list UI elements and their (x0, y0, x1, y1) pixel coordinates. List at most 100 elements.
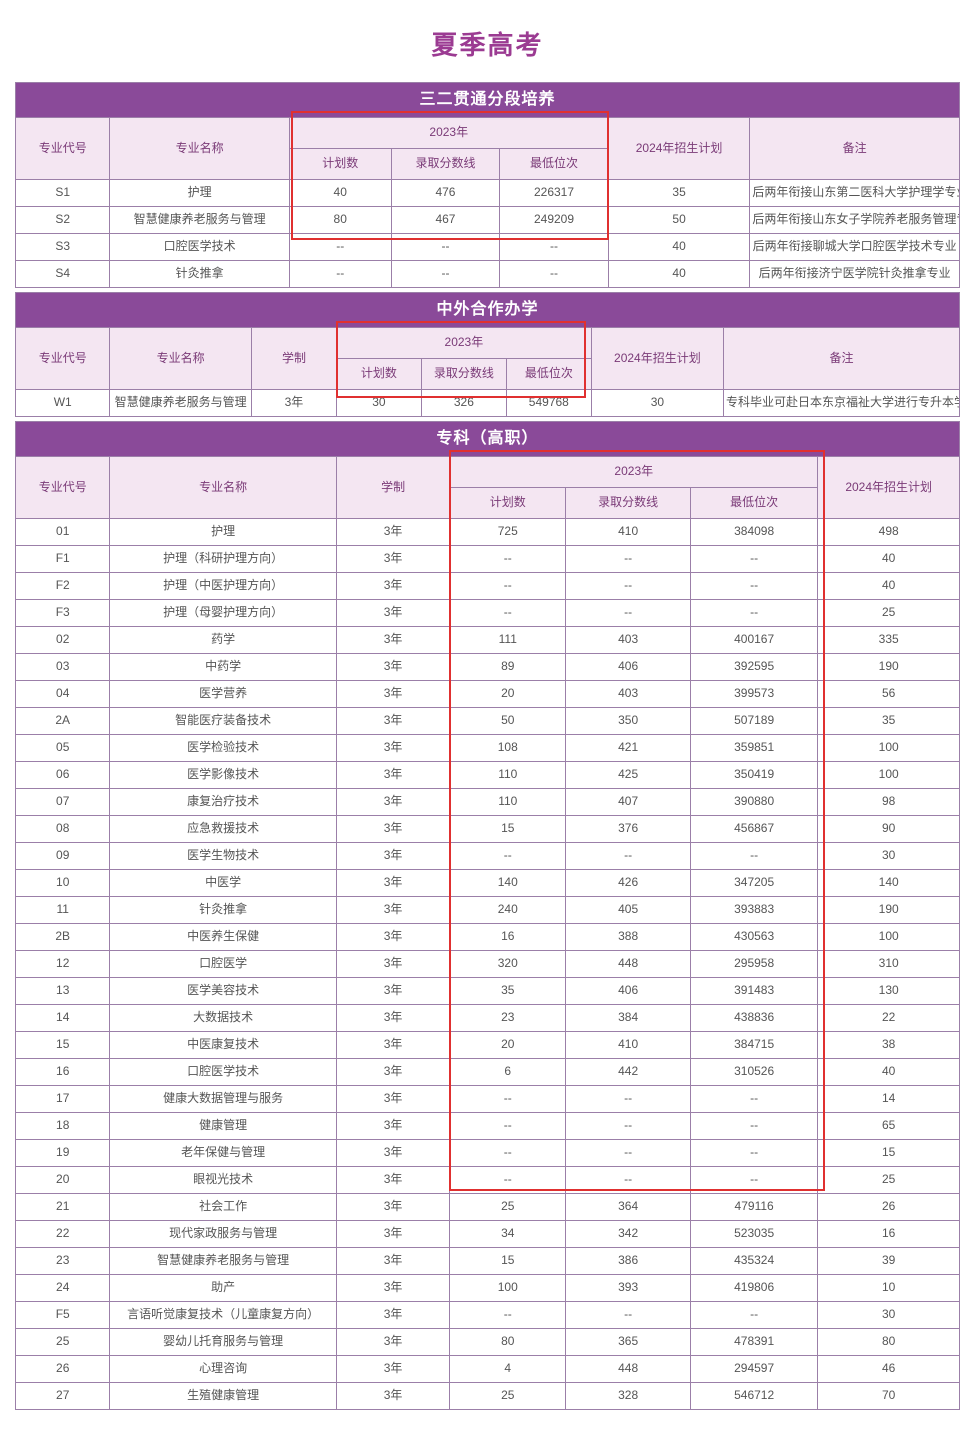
cell: 26 (818, 1194, 960, 1221)
cell: 110 (450, 762, 566, 789)
cell: 20 (450, 681, 566, 708)
cell: 10 (818, 1275, 960, 1302)
cell: 34 (450, 1221, 566, 1248)
cell: 3年 (336, 1167, 449, 1194)
cell: 388 (566, 924, 691, 951)
cell: 3年 (336, 1356, 449, 1383)
table-row: 23智慧健康养老服务与管理3年1538643532439 (16, 1248, 960, 1275)
header-row: 专业代号专业名称学制2023年2024年招生计划备注 (16, 328, 960, 359)
cell: 347205 (690, 870, 817, 897)
cell: 3年 (336, 1275, 449, 1302)
cell: 医学营养 (110, 681, 337, 708)
cell: 467 (391, 207, 500, 234)
cell: 65 (818, 1113, 960, 1140)
cell: -- (391, 261, 500, 288)
cell: 546712 (690, 1383, 817, 1410)
table-row: 19老年保健与管理3年------15 (16, 1140, 960, 1167)
cell: 25 (818, 1167, 960, 1194)
cell: 智慧健康养老服务与管理 (110, 207, 289, 234)
cell: 140 (450, 870, 566, 897)
column-header: 2024年招生计划 (818, 457, 960, 519)
cell: 23 (450, 1005, 566, 1032)
cell: -- (450, 573, 566, 600)
table-row: S1护理4047622631735后两年衔接山东第二医科大学护理学专业 (16, 180, 960, 207)
cell: 406 (566, 978, 691, 1005)
table-row: 22现代家政服务与管理3年3434252303516 (16, 1221, 960, 1248)
cell: 智能医疗装备技术 (110, 708, 337, 735)
cell: 3年 (336, 1302, 449, 1329)
cell: 3年 (336, 1194, 449, 1221)
cell: 130 (818, 978, 960, 1005)
table-row: 03中药学3年89406392595190 (16, 654, 960, 681)
cell: 26 (16, 1356, 110, 1383)
cell: 448 (566, 1356, 691, 1383)
cell: 25 (16, 1329, 110, 1356)
cell: 3年 (336, 762, 449, 789)
cell: 04 (16, 681, 110, 708)
cell: 419806 (690, 1275, 817, 1302)
cell: 498 (818, 519, 960, 546)
table-row: 27生殖健康管理3年2532854671270 (16, 1383, 960, 1410)
page-title: 夏季高考 (15, 25, 960, 62)
cell: 403 (566, 681, 691, 708)
cell: 140 (818, 870, 960, 897)
cell: -- (566, 1113, 691, 1140)
cell: F5 (16, 1302, 110, 1329)
cell: S4 (16, 261, 110, 288)
cell: 3年 (336, 1383, 449, 1410)
table-row: 07康复治疗技术3年11040739088098 (16, 789, 960, 816)
cell: 16 (450, 924, 566, 951)
cell: 2A (16, 708, 110, 735)
cell: 护理 (110, 519, 337, 546)
table-row: 21社会工作3年2536447911626 (16, 1194, 960, 1221)
cell: 25 (450, 1194, 566, 1221)
cell: 医学检验技术 (110, 735, 337, 762)
cell: 406 (566, 654, 691, 681)
table-row: 18健康管理3年------65 (16, 1113, 960, 1140)
cell: 110 (450, 789, 566, 816)
table-row: S4针灸推拿------40后两年衔接济宁医学院针灸推拿专业 (16, 261, 960, 288)
table-row: S3口腔医学技术------40后两年衔接聊城大学口腔医学技术专业 (16, 234, 960, 261)
cell: 22 (16, 1221, 110, 1248)
cell: -- (566, 843, 691, 870)
cell: -- (500, 234, 609, 261)
cell: 15 (818, 1140, 960, 1167)
data-table: 三二贯通分段培养专业代号专业名称2023年2024年招生计划备注计划数录取分数线… (15, 82, 960, 288)
header-row: 专业代号专业名称2023年2024年招生计划备注 (16, 118, 960, 149)
table-wrap: 专科（高职）专业代号专业名称学制2023年2024年招生计划计划数录取分数线最低… (15, 421, 960, 1410)
cell: 410 (566, 1032, 691, 1059)
cell: 3年 (336, 1086, 449, 1113)
column-header: 专业代号 (16, 328, 110, 390)
cell: 384715 (690, 1032, 817, 1059)
cell: -- (450, 1302, 566, 1329)
table-row: 02药学3年111403400167335 (16, 627, 960, 654)
cell: 3年 (336, 951, 449, 978)
cell: -- (566, 600, 691, 627)
cell: 4 (450, 1356, 566, 1383)
cell: -- (690, 1113, 817, 1140)
cell: -- (690, 1140, 817, 1167)
table-row: 01护理3年725410384098498 (16, 519, 960, 546)
cell: 400167 (690, 627, 817, 654)
section-title: 专科（高职） (16, 422, 960, 457)
cell: 生殖健康管理 (110, 1383, 337, 1410)
cell: 眼视光技术 (110, 1167, 337, 1194)
cell: 310 (818, 951, 960, 978)
cell: -- (690, 1086, 817, 1113)
cell: S1 (16, 180, 110, 207)
cell: 05 (16, 735, 110, 762)
cell: 478391 (690, 1329, 817, 1356)
cell: -- (391, 234, 500, 261)
cell: 410 (566, 519, 691, 546)
table-row: 14大数据技术3年2338443883622 (16, 1005, 960, 1032)
cell: 40 (818, 573, 960, 600)
section-title: 中外合作办学 (16, 293, 960, 328)
cell: 226317 (500, 180, 609, 207)
column-header: 专业名称 (110, 118, 289, 180)
cell: 89 (450, 654, 566, 681)
cell: 中医康复技术 (110, 1032, 337, 1059)
cell: 384 (566, 1005, 691, 1032)
cell: 24 (16, 1275, 110, 1302)
cell: 350 (566, 708, 691, 735)
cell: -- (500, 261, 609, 288)
